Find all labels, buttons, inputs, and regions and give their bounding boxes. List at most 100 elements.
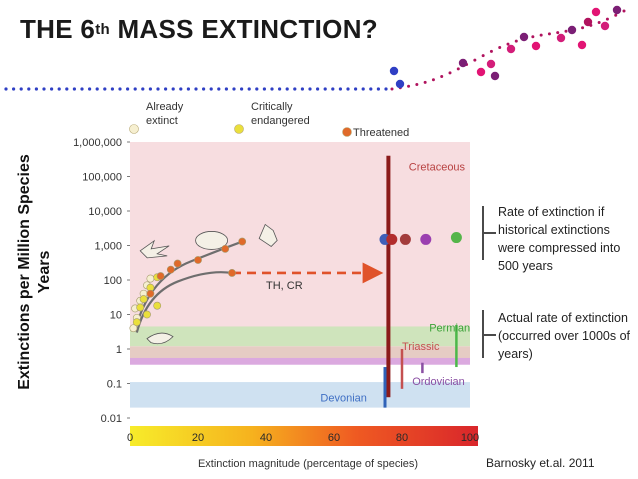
y-tick-label: 1,000 (94, 241, 122, 253)
data-point-threatened (156, 272, 165, 280)
decor-dot (354, 87, 358, 91)
x-tick-label: 0 (127, 432, 133, 444)
decor-dot (103, 87, 107, 91)
event-bar-cretaceous (386, 155, 391, 398)
compressed-rate-point (420, 233, 432, 245)
note-compressed-rate: Rate of extinction if historical extinct… (498, 205, 621, 273)
decor-dot (285, 87, 289, 91)
decor-dot (346, 87, 350, 91)
note1-connector (482, 232, 496, 234)
title-rest: MASS EXTINCTION? (109, 14, 378, 44)
band-triassic (130, 346, 470, 361)
decor-dot-large (395, 79, 405, 89)
event-bar-triassic (400, 349, 404, 389)
x-axis-gradient-bar (130, 426, 478, 446)
decor-dot (247, 87, 251, 91)
decor-dot (376, 87, 380, 91)
x-tick-label: 20 (192, 432, 204, 444)
decor-dot (148, 87, 152, 91)
decor-dot (440, 75, 444, 79)
decor-dot-large (519, 32, 529, 42)
decor-dot (407, 84, 411, 88)
decor-dot (556, 31, 560, 35)
event-bar-devonian (383, 367, 387, 408)
decor-dot (110, 87, 114, 91)
event-bar-permian (455, 324, 458, 368)
decor-dot-large (490, 71, 500, 81)
decor-dot (539, 33, 543, 37)
decor-dot-large (577, 40, 587, 50)
decor-dot (72, 87, 76, 91)
note2-connector (482, 334, 496, 336)
decor-dot (171, 87, 175, 91)
y-tick-label: 10,000 (88, 206, 122, 218)
decor-dot (614, 13, 618, 17)
decor-dot (597, 20, 601, 24)
title-main: THE 6 (20, 14, 96, 44)
data-point-threatened (146, 289, 155, 298)
decor-dot (118, 87, 122, 91)
decor-dot (42, 87, 46, 91)
decor-dot (531, 35, 535, 39)
y-tick-label: 100,000 (82, 172, 122, 184)
legend-marker (129, 124, 139, 134)
decor-dot (50, 87, 54, 91)
decor-dot (564, 29, 568, 33)
decor-dot (390, 87, 394, 91)
note2-bracket (482, 310, 484, 358)
decor-dot (4, 87, 8, 91)
decor-dot (506, 42, 510, 46)
data-point-threatened (173, 259, 182, 268)
annotation-label: TH, CR (266, 280, 303, 292)
decor-dot-large (476, 67, 486, 77)
legend-label-line2: Threatened (353, 127, 409, 139)
decor-dot-large (486, 59, 496, 69)
decor-dot (164, 87, 168, 91)
decor-dot (217, 87, 221, 91)
data-point-critically-endangered (132, 318, 141, 327)
decor-dot (270, 87, 274, 91)
compressed-rate-point (450, 232, 462, 244)
data-point-critically-endangered (153, 301, 162, 310)
legend-marker (342, 127, 352, 137)
y-tick-label: 0.1 (107, 379, 122, 391)
decor-dot (133, 87, 137, 91)
decor-dot (481, 54, 485, 58)
decor-dot (209, 87, 213, 91)
legend-label-line2: endangered (251, 115, 310, 127)
decor-dot (581, 26, 585, 30)
data-point-threatened (228, 269, 236, 277)
decor-dot-large (591, 7, 601, 17)
x-tick-label: 100 (461, 432, 479, 444)
decor-dot-large (583, 17, 593, 27)
y-axis-title-line1: Extinctions per Million Species (16, 154, 33, 390)
decor-dot (300, 87, 304, 91)
decor-dot-large (612, 5, 622, 15)
data-point-already-extinct (129, 324, 138, 333)
decor-dot (308, 87, 312, 91)
legend-label-line2: extinct (146, 115, 178, 127)
band-permian (130, 326, 470, 347)
decor-dot (255, 87, 259, 91)
decor-dot (431, 78, 435, 82)
x-axis-label: Extinction magnitude (percentage of spec… (198, 458, 418, 470)
legend-label-line1: Already (146, 101, 184, 113)
data-point-threatened (194, 256, 202, 264)
y-tick-label: 100 (104, 275, 122, 287)
note-actual-rate: Actual rate of extinction (occurred over… (498, 311, 631, 361)
decor-dot-large (531, 41, 541, 51)
compressed-rate-point (386, 233, 398, 245)
y-axis-title-line2: Years (36, 250, 53, 294)
data-point-critically-endangered (143, 310, 151, 319)
band-devonian (130, 382, 470, 408)
decor-dot (88, 87, 92, 91)
decor-dot (240, 87, 244, 91)
decor-dot (95, 87, 99, 91)
decor-dot (57, 87, 61, 91)
frog-silhouette (258, 223, 278, 247)
decor-dot-large (389, 66, 399, 76)
compressed-rate-point (399, 233, 411, 245)
decor-dot-large (556, 33, 566, 43)
data-point-critically-endangered (139, 295, 148, 303)
decor-dot (338, 87, 342, 91)
